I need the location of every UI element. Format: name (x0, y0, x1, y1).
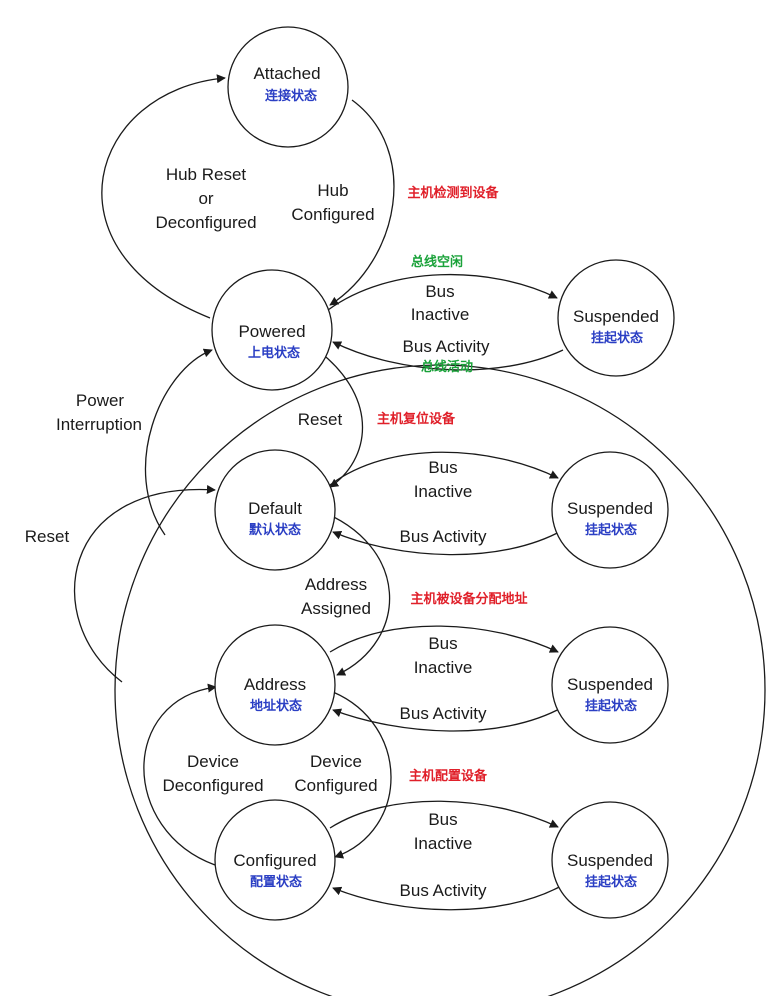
arrow-bus-activity-default (332, 529, 564, 556)
arrow-hub-configured (329, 99, 395, 306)
powered-region-circle (114, 364, 766, 996)
arrow-bus-inactive-configured (329, 800, 559, 829)
arrow-address-assigned (317, 509, 391, 676)
arrow-bus-inactive-powered (327, 273, 558, 311)
suspended-label-4: Suspended (567, 851, 653, 870)
state-suspended-powered (557, 259, 675, 377)
suspended-label-2: Suspended (567, 499, 653, 518)
arrow-hub-reset (101, 74, 226, 319)
arrow-device-deconfigured (143, 683, 217, 866)
arrow-power-interruption (144, 348, 213, 536)
bus-activity-4: Bus Activity (400, 881, 487, 900)
annotation-bus-active: 总线活动 (421, 359, 473, 375)
device-configured-line-1: Device (310, 752, 362, 771)
powered-label: Powered (238, 322, 305, 341)
bus-inactive-4-line-2: Inactive (414, 834, 473, 853)
attached-label-zh: 连接状态 (265, 88, 317, 104)
arrow-bus-inactive-default (329, 451, 559, 486)
powered-label-zh: 上电状态 (248, 345, 300, 361)
configured-label-zh: 配置状态 (250, 874, 302, 890)
bus-inactive-3-line-2: Inactive (414, 658, 473, 677)
bus-activity-3: Bus Activity (400, 704, 487, 723)
bus-activity-1: Bus Activity (403, 337, 490, 356)
suspended-label-1: Suspended (573, 307, 659, 326)
state-powered (211, 269, 333, 391)
address-label: Address (244, 675, 306, 694)
bus-inactive-2-line-1: Bus (428, 458, 457, 477)
default-label: Default (248, 499, 302, 518)
state-suspended-address (551, 626, 669, 744)
attached-label: Attached (253, 64, 320, 83)
state-default (214, 449, 336, 571)
bus-inactive-2-line-2: Inactive (414, 482, 473, 501)
configured-label: Configured (233, 851, 316, 870)
reset-inner-label: Reset (298, 410, 343, 429)
hub-configured-line-1: Hub (317, 181, 348, 200)
bus-activity-2: Bus Activity (400, 527, 487, 546)
hub-configured-line-2: Configured (291, 205, 374, 224)
arrow-device-configured (332, 691, 392, 859)
address-label-zh: 地址状态 (250, 698, 302, 714)
bus-inactive-1-line-1: Bus (425, 282, 454, 301)
hub-reset-line-3: Deconfigured (155, 213, 256, 232)
default-label-zh: 默认状态 (249, 522, 301, 538)
device-deconfigured-line-2: Deconfigured (162, 776, 263, 795)
suspended-label-zh-1: 挂起状态 (591, 330, 643, 346)
state-suspended-configured (551, 801, 669, 919)
state-suspended-default (551, 451, 669, 569)
hub-reset-line-1: Hub Reset (166, 165, 247, 184)
reset-outer-label: Reset (25, 527, 70, 546)
suspended-label-zh-4: 挂起状态 (585, 874, 637, 890)
arrow-bus-inactive-address (329, 625, 559, 653)
annotation-host-reset: 主机复位设备 (377, 411, 456, 427)
state-address (214, 624, 336, 746)
annotation-host-assign-address: 主机被设备分配地址 (410, 591, 527, 607)
address-assigned-line-2: Assigned (301, 599, 371, 618)
device-configured-line-2: Configured (294, 776, 377, 795)
device-deconfigured-line-1: Device (187, 752, 239, 771)
arrow-bus-activity-powered (332, 341, 564, 371)
address-assigned-line-1: Address (305, 575, 367, 594)
annotation-bus-idle: 总线空闲 (411, 254, 463, 270)
arrow-bus-activity-configured (332, 884, 564, 911)
suspended-label-3: Suspended (567, 675, 653, 694)
hub-reset-line-2: or (198, 189, 213, 208)
state-configured (214, 799, 336, 921)
arrow-bus-activity-address (332, 706, 564, 732)
state-attached (227, 26, 349, 148)
bus-inactive-3-line-1: Bus (428, 634, 457, 653)
power-interruption-line-2: Interruption (56, 415, 142, 434)
suspended-label-zh-2: 挂起状态 (585, 522, 637, 538)
suspended-label-zh-3: 挂起状态 (585, 698, 637, 714)
bus-inactive-1-line-2: Inactive (411, 305, 470, 324)
bus-inactive-4-line-1: Bus (428, 810, 457, 829)
arrow-reset-outer (74, 484, 216, 683)
power-interruption-line-1: Power (76, 391, 125, 410)
annotation-host-detect: 主机检测到设备 (407, 185, 499, 201)
annotation-host-configure: 主机配置设备 (409, 768, 488, 784)
